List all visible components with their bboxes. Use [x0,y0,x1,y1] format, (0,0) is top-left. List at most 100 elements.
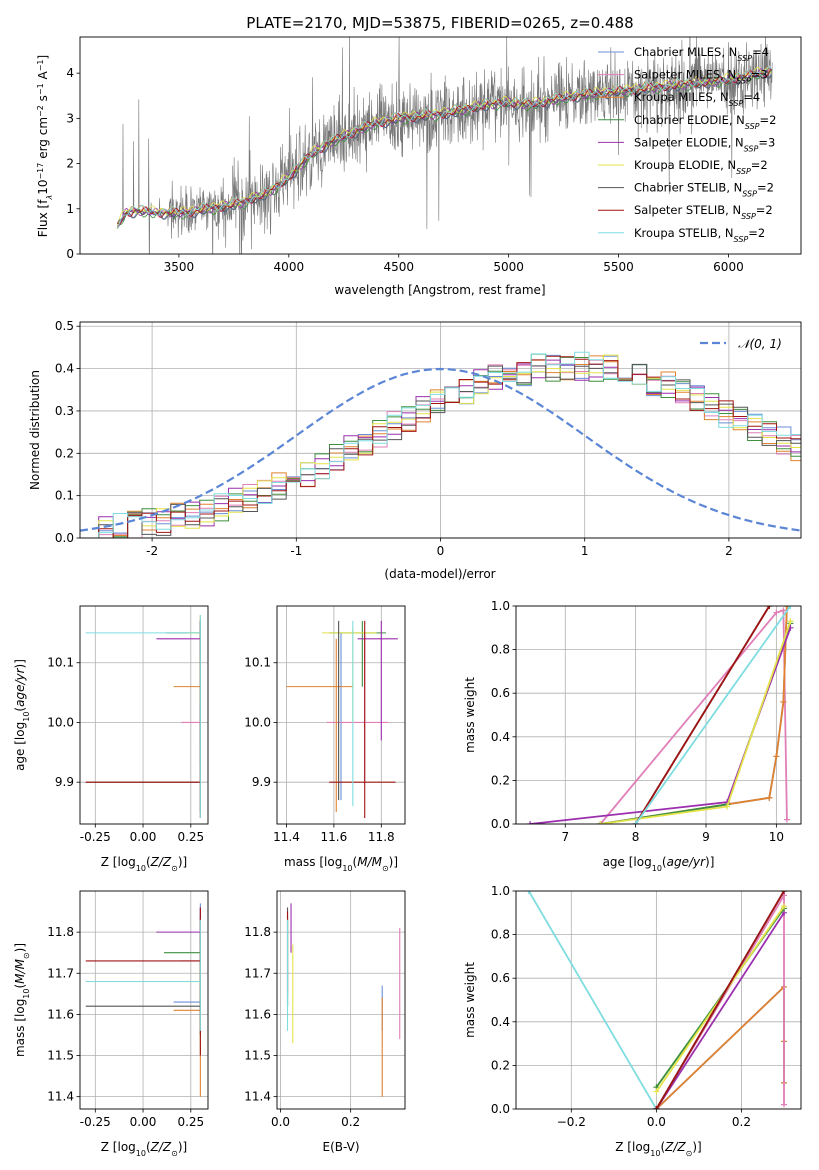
y-tick-label: 3 [66,111,74,125]
model-spectrum-line [117,68,772,225]
legend-label: 𝒩(0, 1) [738,337,782,351]
y-tick-label: 0.0 [491,817,510,831]
y-tick-label: 9.9 [55,775,74,789]
data-point-marker [773,753,780,760]
model-spectrum-line [117,66,772,228]
axes-frame [79,605,209,825]
data-point-marker [773,609,780,616]
y-tick-label: 11.4 [47,1090,74,1104]
y-axis-label: mass weight [463,677,477,753]
data-point-marker [632,821,639,824]
y-axis-label: age [log10(age/yr)] [13,659,31,771]
axes-cumulative-Z: −0.2 0.0 0.2 0.0 0.2 0.4 0.6 0.8 1.0 Z [log10(Z/Z… [463,884,802,1158]
y-axis-label: mass weight [463,962,477,1038]
data-point-marker [597,821,604,824]
data-point-marker [766,794,773,801]
x-tick-label: 0.0 [647,1115,666,1129]
x-tick-label: -2 [146,544,158,558]
y-tick-label: 0 [66,247,74,261]
y-tick-label: 0.4 [491,1015,510,1029]
cumulative-line [528,891,658,1109]
y-tick-label: 0.2 [491,773,510,787]
y-tick-label: 10.0 [244,715,271,729]
axes-frame [276,890,406,1110]
x-tick-label: -0.25 [80,1115,111,1129]
y-tick-label: 0.4 [55,362,74,376]
plot-area [116,37,773,254]
data-point-marker [780,1101,787,1108]
x-tick-label: 5000 [493,260,524,274]
model-spectrum-line [116,71,772,224]
x-tick-label: -0.25 [80,830,111,844]
cumulative-line [530,627,792,824]
data-point-marker [525,891,532,894]
x-axis-label: Z [log10(Z/Z⊙)] [615,1140,701,1158]
y-tick-label: 11.5 [47,1049,74,1063]
y-axis-label: Flux [fλ10−17 erg cm−2 s−1 A−1] [36,55,54,237]
x-tick-label: 0 [437,544,445,558]
y-tick-label: 1.0 [491,599,510,613]
axes-spectrum: 3500 4000 4500 5000 5500 6000 0 1 2 3 4 wavelength … [36,36,802,297]
x-tick-label: 4000 [274,260,305,274]
x-tick-label: 0.0 [271,1115,290,1129]
cumulative-line [655,912,785,1109]
x-axis-label: Z [log10(Z/Z⊙)] [101,855,187,873]
x-tick-label: 8 [632,830,640,844]
cumulative-line [600,623,792,824]
data-point-marker [780,903,787,910]
plot-area [80,351,801,538]
x-tick-label: 6000 [713,260,744,274]
axes-frame [515,890,802,1110]
y-tick-label: 0.0 [55,531,74,545]
plot-area [85,903,201,1097]
legend-label: Chabrier ELODIE, NSSP=2 [634,113,776,131]
axes-mass-vs-Z: -0.25 0.00 0.25 11.4 11.5 11.6 11.7 11.8 Z [log1… [13,890,209,1158]
axes-residuals: -2 -1 0 1 2 0.0 0.1 0.2 0.3 0.4 0.5 (data-model)/er… [28,319,802,581]
y-tick-label: 0.4 [491,730,510,744]
y-tick-label: 10.0 [47,715,74,729]
y-axis-label: Normed distribution [28,370,42,490]
gaussian-curve [80,367,801,532]
x-axis-label: age [log10(age/yr)] [603,855,715,873]
plot-area [527,606,794,824]
x-axis-label: (data-model)/error [384,567,495,581]
x-tick-label: 5500 [603,260,634,274]
y-tick-label: 0.0 [491,1102,510,1116]
data-point-marker [653,1106,660,1109]
x-tick-label: 0.00 [130,830,157,844]
plot-area [85,614,201,819]
x-tick-label: 0.2 [341,1115,360,1129]
legend-label: Salpeter MILES, NSSP=3 [634,68,768,86]
x-tick-label: 11.6 [321,830,348,844]
y-tick-label: 4 [66,66,74,80]
x-axis-label: wavelength [Angstrom, rest frame] [334,283,545,297]
x-tick-label: 0.25 [177,830,204,844]
axes-frame [79,890,209,1110]
x-tick-label: 9 [702,830,710,844]
cumulative-line [634,606,792,824]
x-tick-label: 0.00 [130,1115,157,1129]
y-tick-label: 0.8 [491,928,510,942]
axes-age-vs-Z: -0.25 0.00 0.25 9.9 10.0 10.1 Z [log10(Z/Z⊙)] a… [13,605,209,873]
legend-label: Kroupa STELIB, NSSP=2 [634,226,765,244]
x-axis-label: Z [log10(Z/Z⊙)] [101,1140,187,1158]
y-tick-label: 0.5 [55,319,74,333]
cumulative-line [655,984,785,1109]
legend-label: Chabrier STELIB, NSSP=2 [634,181,774,199]
histogram-series [84,355,801,538]
figure-title: PLATE=2170, MJD=53875, FIBERID=0265, z=0… [246,14,633,32]
y-tick-label: 0.2 [55,446,74,460]
cumulative-line [634,606,771,824]
y-tick-label: 11.5 [244,1049,271,1063]
cumulative-line [600,621,792,824]
y-tick-label: 11.6 [47,1007,74,1021]
data-point-marker [783,606,790,609]
data-point-marker [780,607,787,614]
histogram-series [84,354,801,538]
y-tick-label: 0.2 [491,1058,510,1072]
grid [80,891,208,1109]
data-point-marker [724,803,731,810]
y-axis-label: mass [log10(M/M⊙)] [13,943,31,1057]
histogram-series [84,363,801,538]
